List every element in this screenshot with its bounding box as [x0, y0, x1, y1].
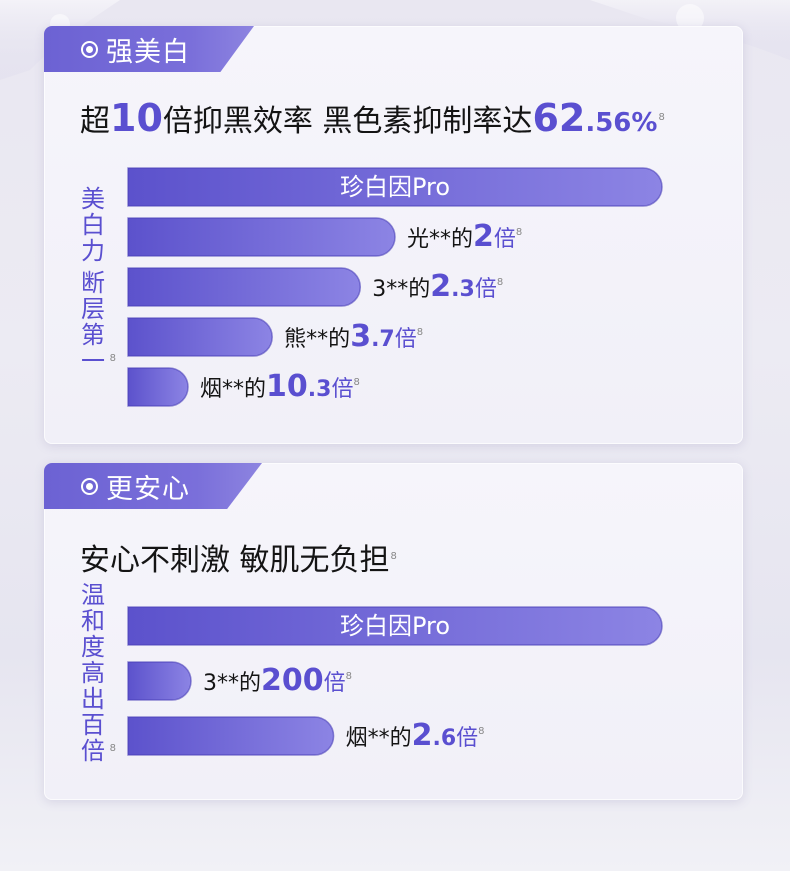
headline-text: 安心不刺激 敏肌无负担 [80, 543, 390, 578]
bar-label-suffix: 倍 [456, 726, 478, 751]
axis-label-char: 美 [81, 185, 105, 213]
axis-label-char: 高 [81, 659, 105, 687]
bar-label-number: 2 [473, 219, 494, 254]
footnote-marker: 8 [109, 353, 116, 364]
headline-text: 倍抑黑效率 黑色素抑制率达 [162, 104, 533, 139]
chart-bar [127, 367, 189, 407]
footnote-marker: 8 [346, 671, 352, 682]
footnote-marker: 8 [109, 743, 116, 754]
bar-label-suffix: 倍 [324, 671, 346, 696]
chart-bar [127, 167, 663, 207]
chart-bar [127, 217, 396, 257]
axis-label-char: 百 [81, 711, 105, 739]
footnote-marker: 8 [353, 377, 359, 388]
bar-label-prefix: 烟**的 [346, 726, 412, 751]
axis-label-char: 度 [81, 633, 105, 661]
bullet-icon [81, 477, 98, 495]
bar-label-number: 2 [430, 269, 451, 304]
bar-label: 烟**的10.3倍8 [200, 369, 360, 404]
bar-label-prefix: 光**的 [407, 227, 473, 252]
bar-label-number-decimal: .3 [451, 277, 475, 302]
bar-label-number-decimal: .7 [371, 327, 395, 352]
bar-label-suffix: 倍 [494, 227, 516, 252]
axis-label-char: 出 [81, 685, 105, 713]
headline-text: 超 [80, 104, 110, 139]
bar-label-lead: 珍白因Pro [340, 612, 450, 640]
footnote-marker: 8 [390, 551, 397, 562]
bar-label-number: 10 [266, 369, 308, 404]
axis-label-char: 白 [81, 211, 105, 239]
bar-label-number: 3 [350, 319, 371, 354]
bar-label-suffix: 倍 [475, 277, 497, 302]
axis-label-char: 温 [81, 581, 105, 609]
chart-bar [127, 606, 663, 646]
axis-label-char: 第 [81, 321, 105, 349]
bar-label-suffix: 倍 [395, 327, 417, 352]
chart-bar [127, 716, 335, 756]
headline-number: 62 [532, 96, 586, 140]
headline-number-decimal: .56% [585, 108, 658, 138]
headline-number: 10 [110, 96, 163, 140]
bar-label-number-decimal: .6 [432, 726, 456, 751]
section-title: 强美白 [106, 36, 190, 68]
footnote-marker: 8 [478, 726, 484, 737]
section-title: 更安心 [106, 473, 190, 505]
bar-label-prefix: 3**的 [203, 671, 261, 696]
axis-label-char: 一 [81, 347, 105, 375]
bar-label-lead: 珍白因Pro [340, 173, 450, 201]
footnote-marker: 8 [417, 327, 423, 338]
bar-label: 光**的2倍8 [407, 219, 522, 254]
axis-label-char: 倍 [81, 737, 105, 765]
axis-label-char: 层 [81, 295, 105, 323]
footnote-marker: 8 [658, 112, 665, 123]
bar-label: 烟**的2.6倍8 [346, 718, 485, 753]
axis-label-char: 力 [81, 237, 105, 265]
axis-label-char: 断 [81, 269, 105, 297]
footnote-marker: 8 [516, 227, 522, 238]
chart-bar [127, 317, 273, 357]
chart-bar [127, 267, 361, 307]
section-tab-gentleness: 更安心 [44, 463, 262, 509]
bar-label: 3**的200倍8 [203, 663, 352, 698]
bar-label-prefix: 3**的 [372, 277, 430, 302]
bar-label-prefix: 熊**的 [284, 327, 350, 352]
chart-bar [127, 661, 192, 701]
axis-label-char: 和 [81, 607, 105, 635]
section-tab-whitening: 强美白 [44, 26, 254, 72]
bar-label: 熊**的3.7倍8 [284, 319, 423, 354]
footnote-marker: 8 [497, 277, 503, 288]
gentleness-headline: 安心不刺激 敏肌无负担8 [80, 535, 397, 579]
bar-label: 3**的2.3倍8 [372, 269, 503, 304]
bar-label-prefix: 烟**的 [200, 377, 266, 402]
whitening-headline: 超10倍抑黑效率 黑色素抑制率达62.56%8 [80, 96, 665, 140]
bullet-icon [81, 40, 98, 58]
bar-label-number-decimal: .3 [308, 377, 332, 402]
bar-label-number: 200 [261, 663, 324, 698]
bar-label-number: 2 [412, 718, 433, 753]
bar-label-suffix: 倍 [331, 377, 353, 402]
